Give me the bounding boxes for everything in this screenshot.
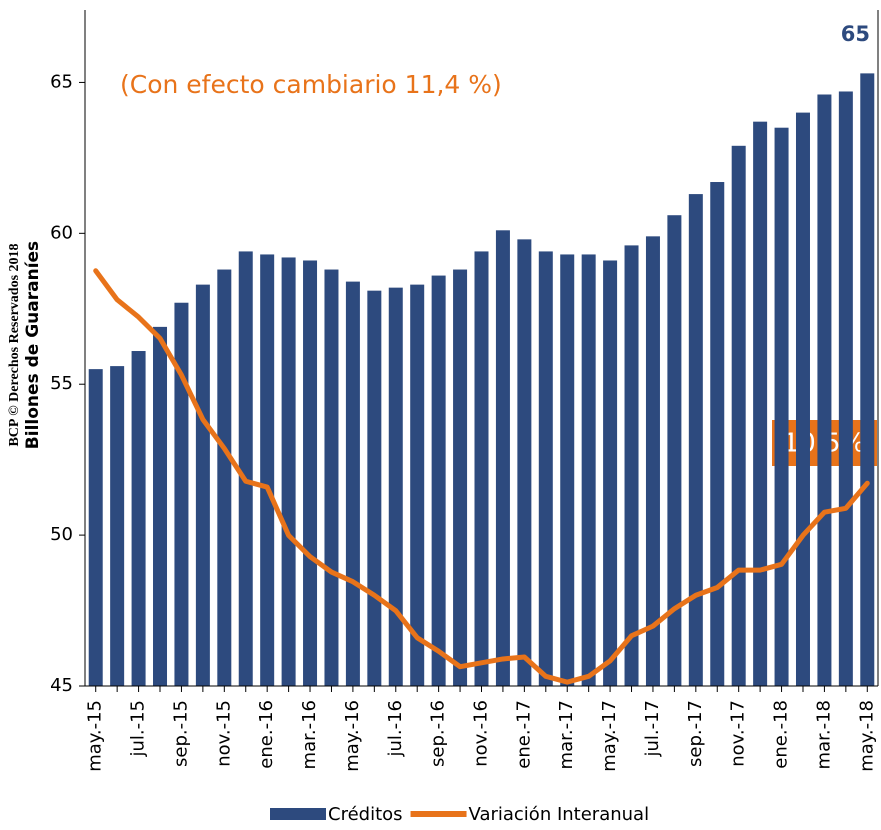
y-tick-label: 55	[50, 373, 73, 394]
bar	[153, 326, 168, 686]
bar	[131, 351, 146, 686]
bar	[410, 284, 425, 686]
bar	[817, 94, 832, 686]
y-tick-label: 60	[50, 222, 73, 243]
x-tick-label: may.-18	[856, 700, 877, 772]
bar	[838, 91, 853, 687]
annotation: 65	[841, 22, 870, 46]
x-tick-label: mar.-18	[813, 700, 834, 769]
bar	[645, 236, 660, 686]
x-tick-label: sep.-16	[428, 700, 449, 767]
x-tick-label: ene.-18	[771, 700, 792, 769]
x-tick-label: nov.-15	[213, 700, 234, 767]
x-tick-label: may.-15	[85, 700, 106, 772]
bar	[795, 112, 810, 687]
x-tick-label: nov.-16	[471, 700, 492, 767]
bar	[474, 251, 489, 686]
bar	[517, 239, 532, 686]
bar	[774, 127, 789, 687]
bar	[667, 215, 682, 686]
bar	[688, 194, 703, 686]
bar	[624, 245, 639, 686]
x-tick-label: ene.-17	[513, 700, 534, 769]
y-tick-label: 45	[50, 675, 73, 696]
bar	[367, 290, 382, 686]
bar	[603, 260, 618, 686]
line	[93, 268, 870, 685]
x-tick-label: mar.-16	[299, 700, 320, 769]
x-tick-label: sep.-15	[170, 700, 191, 767]
bar	[860, 73, 875, 686]
x-tick-label: may.-16	[342, 700, 363, 772]
bar	[303, 260, 318, 686]
watermark: BCP © Derechos Reservados 2018	[7, 243, 22, 446]
y-tick-label: 65	[50, 71, 73, 92]
bar	[217, 269, 232, 686]
x-tick-label: sep.-17	[685, 700, 706, 767]
bar	[495, 230, 510, 686]
bar	[753, 121, 768, 687]
bar	[731, 145, 746, 686]
bar	[324, 269, 339, 686]
y-tick-label: 50	[50, 524, 73, 545]
bar	[431, 275, 446, 686]
bar	[388, 287, 403, 686]
bar	[174, 302, 189, 686]
bar	[281, 257, 296, 686]
x-tick-label: ene.-16	[256, 700, 277, 769]
bar	[110, 366, 125, 686]
bar	[88, 369, 103, 686]
bar	[345, 281, 360, 686]
bar	[581, 254, 596, 687]
x-tick-label: jul.-16	[385, 700, 406, 758]
bar	[260, 254, 275, 687]
legend-label: Créditos	[328, 804, 403, 825]
y-axis-label: Billones de Guaraníes	[23, 241, 43, 449]
x-tick-label: jul.-17	[642, 700, 663, 758]
x-tick-label: may.-17	[599, 700, 620, 772]
bar	[560, 254, 575, 687]
x-tick-label: mar.-17	[556, 700, 577, 769]
annotation: (Con efecto cambiario 11,4 %)	[120, 70, 502, 99]
legend-label: Variación Interanual	[469, 804, 650, 825]
x-tick-label: nov.-17	[728, 700, 749, 767]
bar	[453, 269, 468, 686]
bar	[238, 251, 253, 686]
bar	[195, 284, 210, 686]
bar	[538, 251, 553, 686]
legend-swatch	[270, 808, 326, 820]
x-tick-label: jul.-15	[128, 700, 149, 758]
bar	[710, 182, 725, 686]
